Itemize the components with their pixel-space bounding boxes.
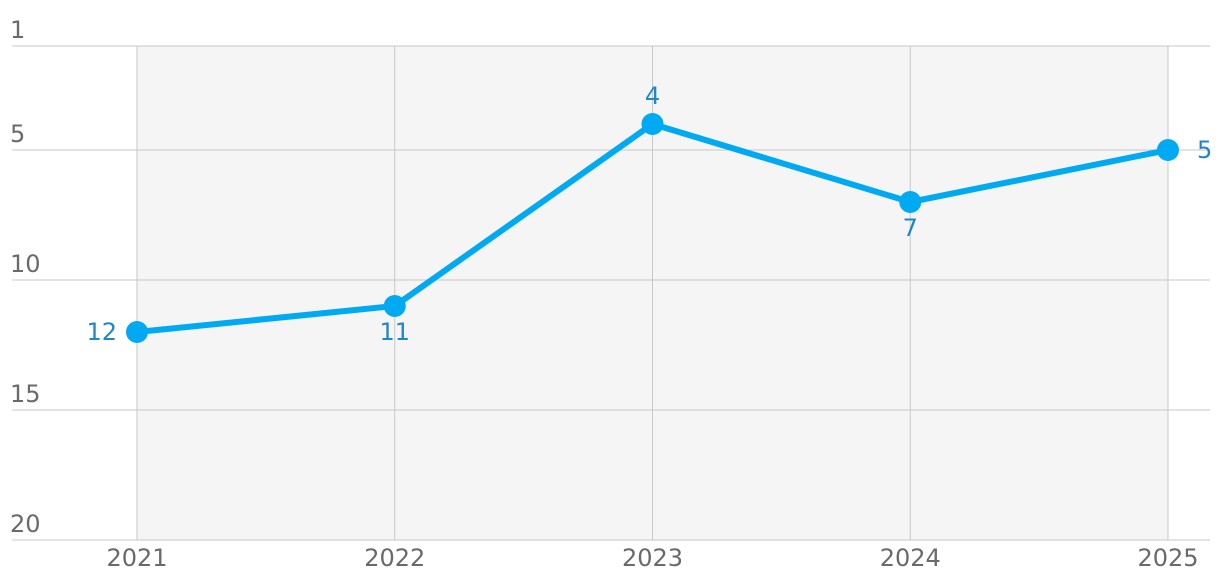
x-tick-label: 2025 bbox=[1137, 544, 1198, 572]
y-tick-label: 1 bbox=[10, 16, 25, 44]
data-labels: 12 11 4 7 5 bbox=[86, 82, 1212, 346]
x-tick-label: 2023 bbox=[622, 544, 683, 572]
data-label: 5 bbox=[1197, 136, 1212, 164]
x-tick-label: 2024 bbox=[880, 544, 941, 572]
x-tick-label: 2021 bbox=[106, 544, 167, 572]
data-label: 4 bbox=[645, 82, 660, 110]
data-point bbox=[126, 321, 148, 343]
data-label: 12 bbox=[86, 318, 117, 346]
series-layer bbox=[126, 113, 1179, 343]
data-point bbox=[641, 113, 664, 135]
y-tick-label: 10 bbox=[10, 250, 41, 278]
data-label: 11 bbox=[379, 318, 410, 346]
x-tick-label: 2022 bbox=[364, 544, 425, 572]
data-label: 7 bbox=[903, 214, 918, 242]
data-point bbox=[383, 295, 406, 317]
data-point bbox=[899, 191, 922, 213]
y-tick-label: 20 bbox=[10, 510, 41, 538]
y-tick-label: 5 bbox=[10, 120, 25, 148]
data-point bbox=[1157, 139, 1179, 161]
y-tick-label: 15 bbox=[10, 380, 41, 408]
